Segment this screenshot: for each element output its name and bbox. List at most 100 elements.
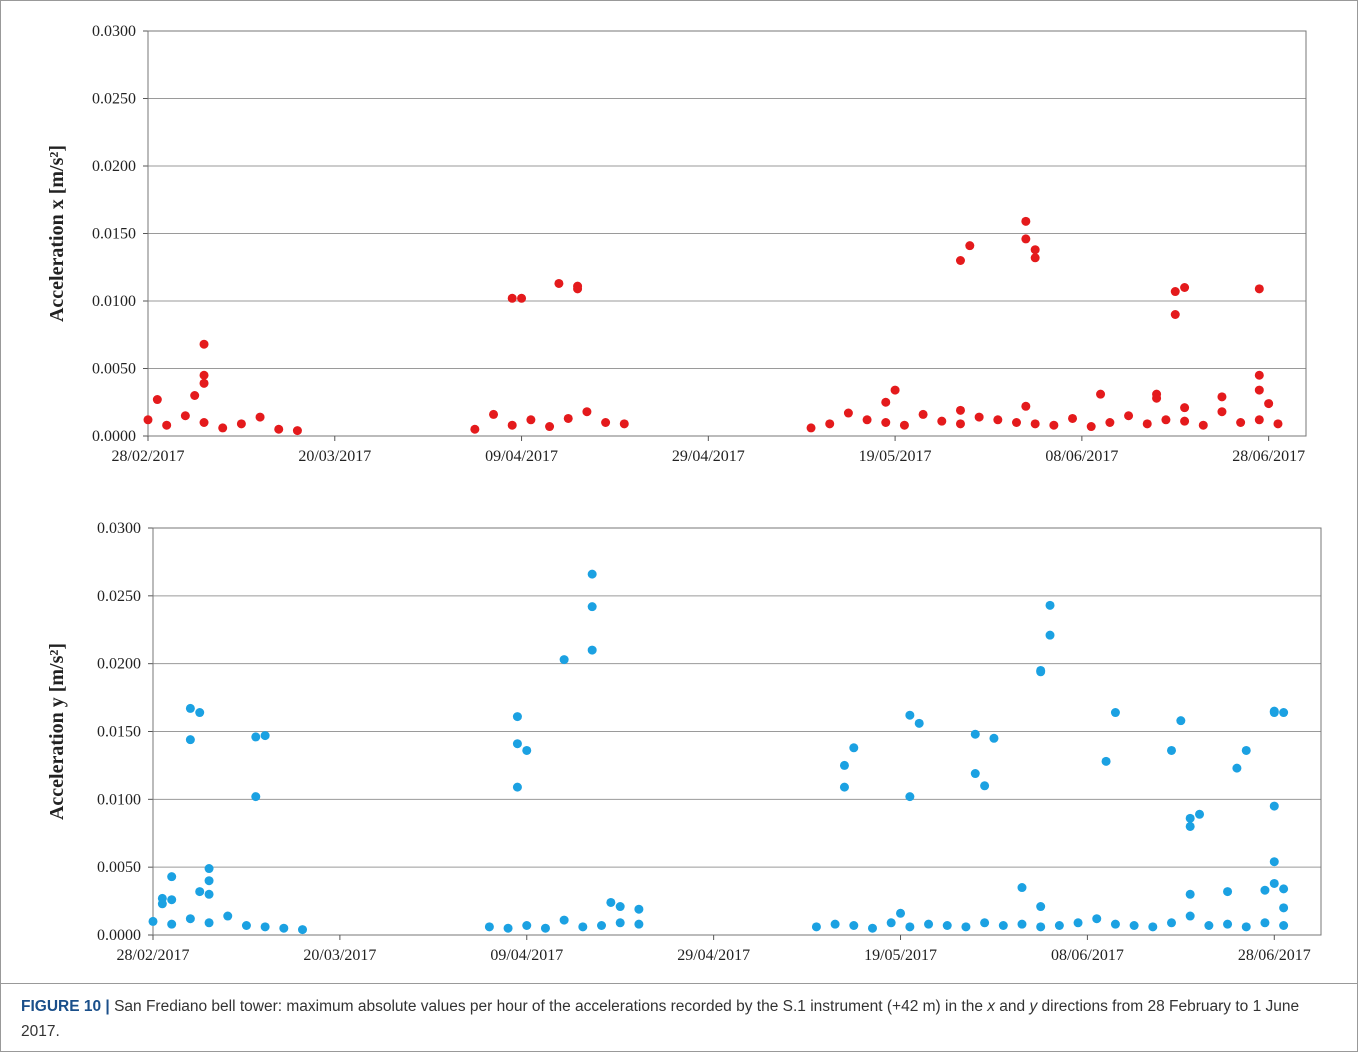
caption-text: and [995, 998, 1030, 1015]
point [1045, 630, 1055, 640]
y-axis-label: Acceleration x [m/s²] [46, 145, 68, 322]
y-tick-label: 0.0250 [97, 588, 141, 605]
point [1264, 399, 1274, 409]
point [1030, 419, 1040, 429]
x-tick-label: 28/02/2017 [117, 947, 190, 964]
point [1086, 422, 1096, 432]
point [955, 256, 965, 265]
point [554, 278, 564, 288]
point [1185, 911, 1195, 921]
point [204, 889, 214, 899]
point [251, 792, 261, 802]
point [1223, 887, 1233, 897]
point [1217, 407, 1227, 417]
y-tick-label: 0.0000 [97, 927, 141, 944]
x-tick-label: 28/06/2017 [1232, 448, 1305, 465]
point [143, 415, 153, 425]
point [1036, 902, 1046, 912]
point [292, 426, 302, 436]
point [260, 731, 270, 741]
point [148, 916, 158, 926]
caption-text: San Frediano bell tower: maximum absolut… [114, 998, 988, 1015]
charts: 0.0000 0.0050 0.0100 0.0150 0.0200 0.0250 0.03… [46, 23, 1322, 964]
y-tick-label: 0.0200 [92, 158, 136, 175]
point [522, 745, 532, 755]
point [1017, 919, 1027, 929]
point [867, 923, 877, 933]
x-tick-label: 28/06/2017 [1238, 947, 1311, 964]
point [162, 420, 172, 430]
point [961, 922, 971, 932]
point [1068, 413, 1078, 423]
point [1269, 878, 1279, 888]
point [1036, 667, 1046, 677]
y-tick-label: 0.0000 [92, 428, 136, 445]
x-tick-label: 29/04/2017 [677, 947, 750, 964]
point [862, 415, 872, 425]
point [563, 413, 573, 423]
point [825, 419, 835, 429]
point [573, 284, 583, 294]
point [619, 419, 629, 429]
point [1073, 918, 1083, 928]
caption: FIGURE 10 | San Frediano bell tower: max… [21, 994, 1341, 1044]
point [1198, 420, 1208, 430]
point [1180, 283, 1190, 292]
point [236, 419, 246, 429]
point [1279, 708, 1289, 718]
point [1232, 763, 1242, 773]
point [1195, 809, 1205, 819]
point [606, 897, 616, 907]
point [1269, 801, 1279, 811]
y-axis-label: Acceleration y [m/s²] [46, 643, 68, 820]
point [199, 418, 209, 427]
point [195, 708, 205, 718]
point [517, 293, 527, 303]
point [881, 418, 891, 427]
point [1017, 883, 1027, 893]
point [503, 923, 513, 933]
caption-label: FIGURE 10 | [21, 998, 110, 1015]
point [1254, 415, 1264, 425]
point [914, 718, 924, 728]
y-tick-label: 0.0300 [97, 520, 141, 537]
point [167, 895, 177, 905]
point [1124, 411, 1134, 421]
point [849, 921, 859, 931]
point [587, 645, 597, 655]
point [180, 411, 190, 421]
caption-text: x [987, 998, 995, 1015]
plot-frame [147, 30, 1307, 437]
point [839, 760, 849, 770]
point [905, 710, 915, 720]
point [1021, 401, 1031, 411]
point [157, 899, 167, 909]
point [204, 876, 214, 886]
point [484, 922, 494, 932]
point [540, 923, 550, 933]
point [955, 405, 965, 415]
point [849, 743, 859, 753]
point [298, 925, 308, 935]
point [587, 602, 597, 612]
point [204, 918, 214, 928]
point [1161, 415, 1171, 425]
point [1036, 922, 1046, 932]
point [1012, 418, 1021, 427]
point [1049, 420, 1059, 430]
point [1170, 287, 1180, 297]
point [1236, 418, 1246, 427]
point [1185, 813, 1195, 823]
point [578, 922, 588, 932]
point [1166, 918, 1176, 928]
x-tick-label: 28/02/2017 [112, 448, 185, 465]
point [970, 729, 980, 739]
caption-text: y [1029, 998, 1038, 1015]
point [204, 864, 214, 874]
point [507, 420, 517, 430]
point [942, 921, 952, 931]
point [218, 423, 228, 433]
point [1204, 921, 1214, 931]
point [830, 919, 840, 929]
point [1092, 914, 1102, 924]
